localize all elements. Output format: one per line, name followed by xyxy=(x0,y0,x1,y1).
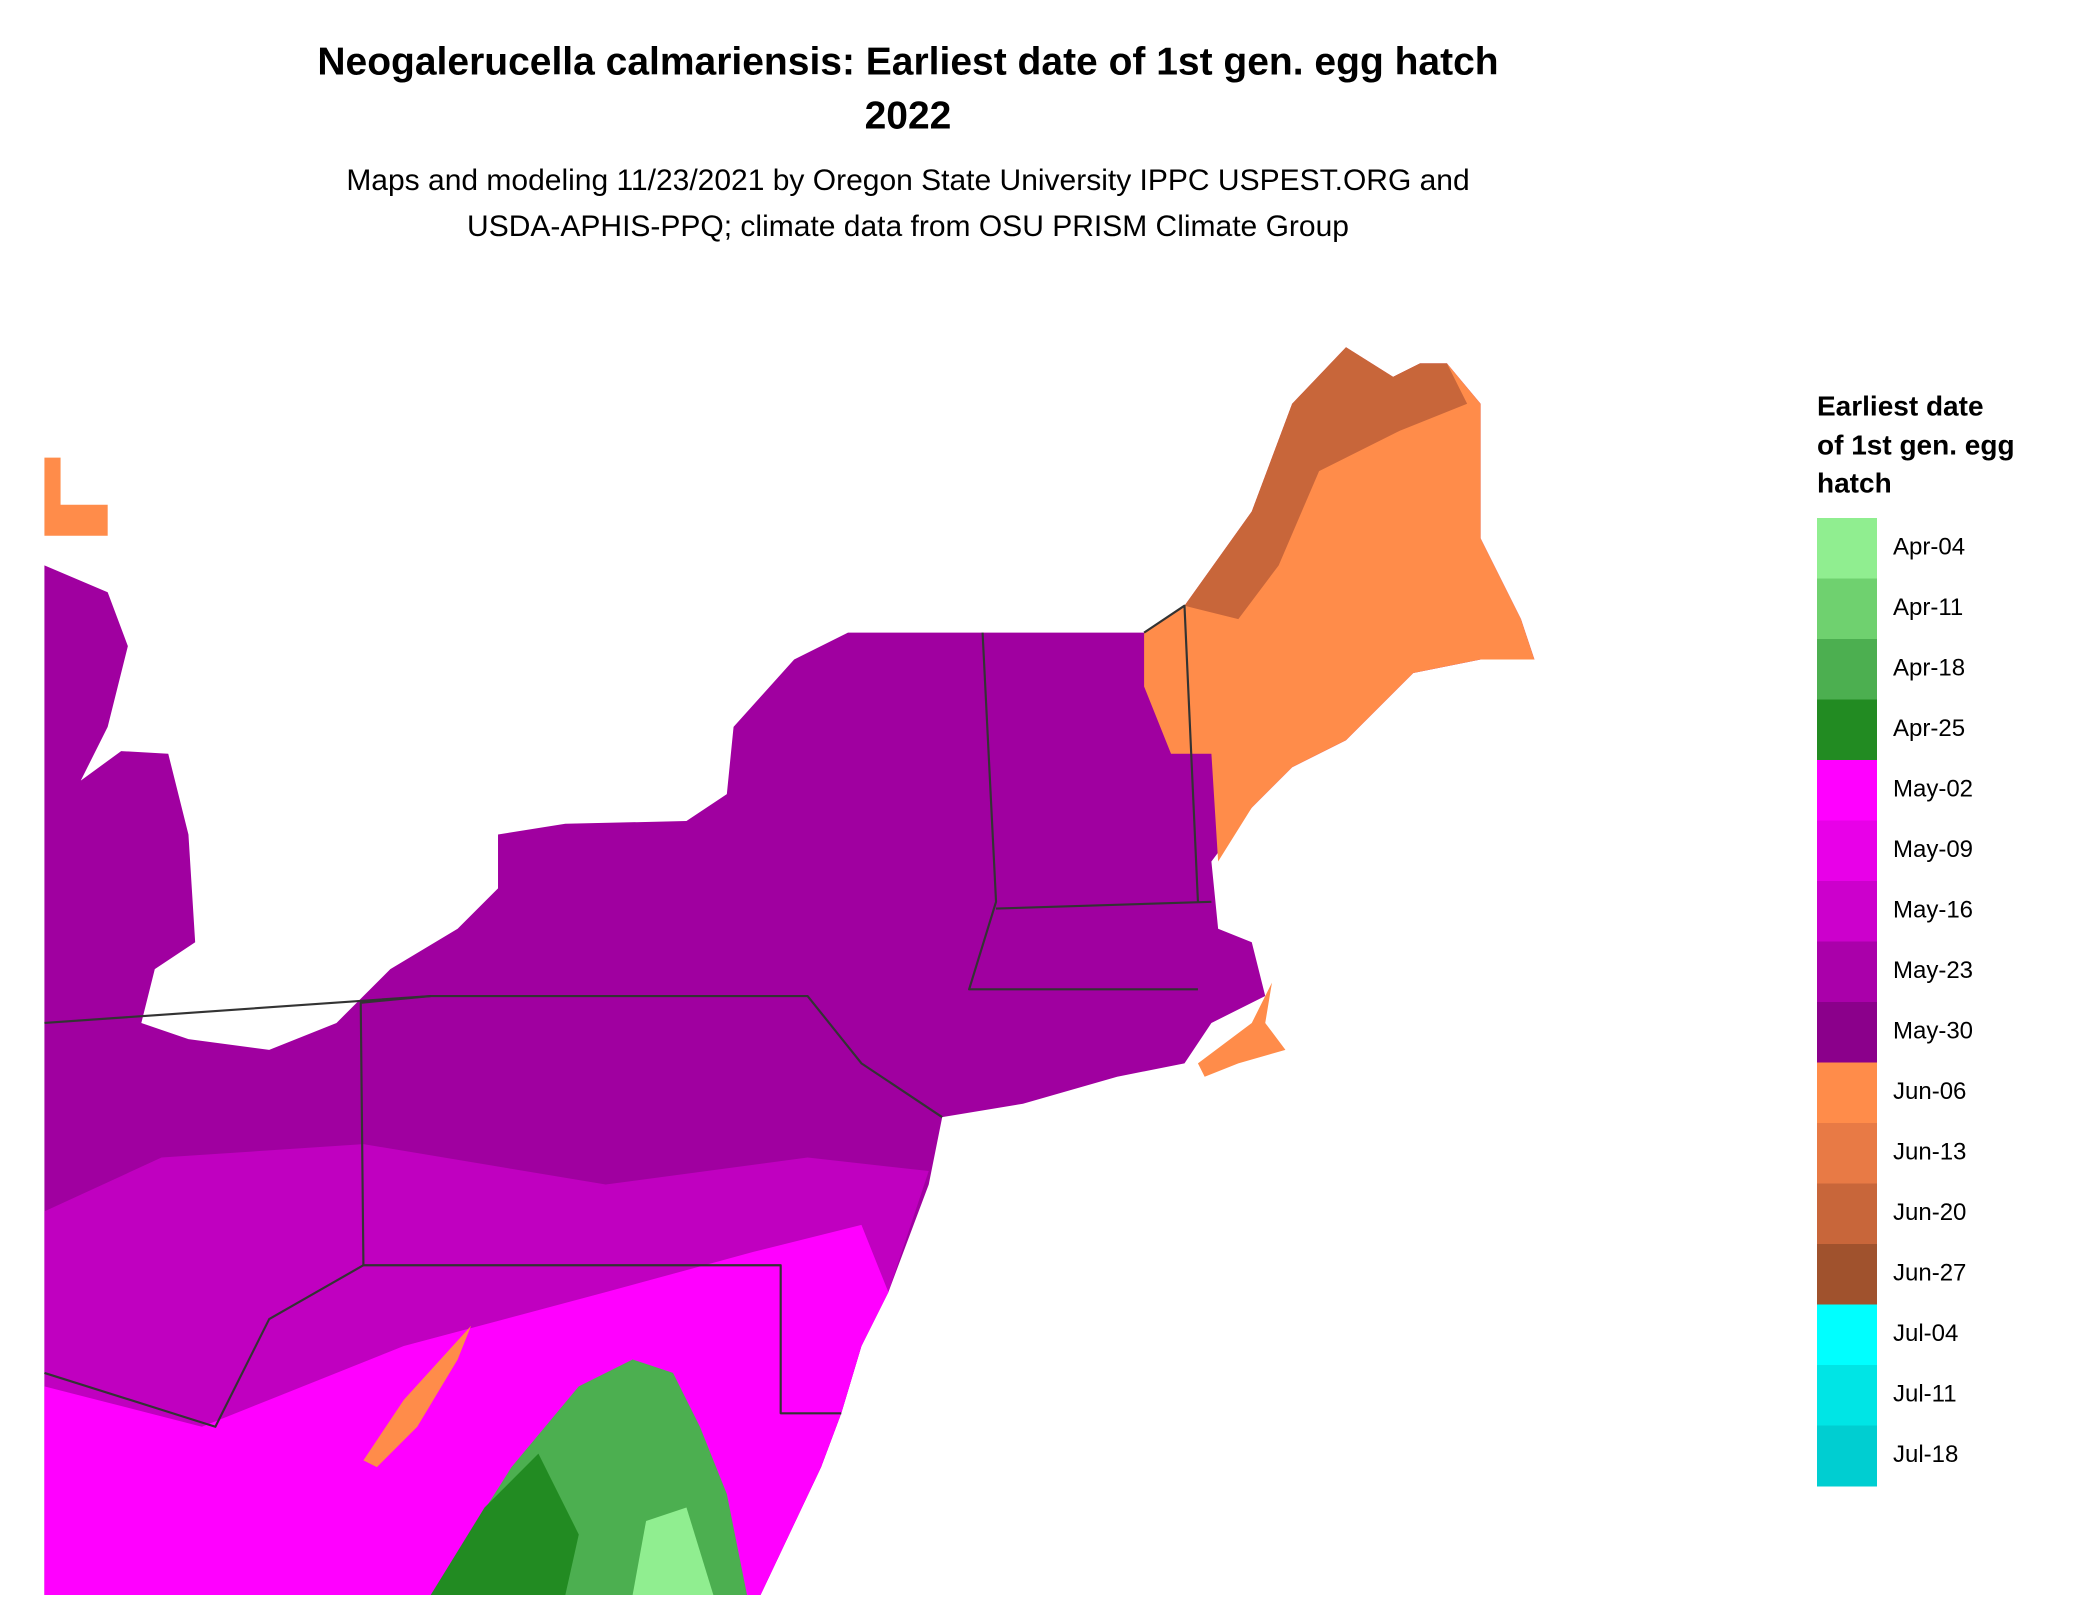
legend-swatch xyxy=(1817,881,1877,942)
legend-label: Jun-13 xyxy=(1893,1139,1966,1166)
legend-swatch xyxy=(1817,699,1877,761)
legend-swatch xyxy=(1817,518,1877,579)
legend-label: Apr-04 xyxy=(1893,534,1965,561)
legend-swatch xyxy=(1817,1002,1877,1063)
legend-label: May-09 xyxy=(1893,836,1973,863)
region-wv-ridge xyxy=(363,1325,472,1468)
legend-label: May-23 xyxy=(1893,957,1973,984)
map xyxy=(44,347,1535,1596)
legend-label: Jun-20 xyxy=(1893,1199,1966,1226)
legend-label: Jun-27 xyxy=(1893,1260,1966,1287)
legend-label: May-16 xyxy=(1893,897,1973,924)
state-border xyxy=(359,994,842,1415)
legend-label: Jul-11 xyxy=(1893,1381,1957,1408)
legend-swatch xyxy=(1817,820,1877,882)
title-line: Neogalerucella calmariensis: Earliest da… xyxy=(317,40,1498,83)
title-line: 2022 xyxy=(865,94,952,137)
legend-swatch xyxy=(1817,941,1877,1003)
legend-title-line: of 1st gen. egg xyxy=(1817,429,2015,460)
legend-title-line: Earliest date xyxy=(1817,390,1984,421)
legend-swatch xyxy=(1817,639,1877,700)
region-jun20 xyxy=(1184,347,1468,620)
state-border xyxy=(44,1264,364,1428)
legend-label: Jul-18 xyxy=(1893,1441,1958,1468)
legend-swatch xyxy=(1817,1365,1877,1426)
legend-swatch xyxy=(1817,1304,1877,1366)
legend-label: Apr-25 xyxy=(1893,715,1965,742)
subtitle-line: USDA-APHIS-PPQ; climate data from OSU PR… xyxy=(467,210,1349,243)
state-border xyxy=(968,632,1198,991)
region-cape-cod xyxy=(1197,982,1286,1077)
legend-label: May-02 xyxy=(1893,776,1973,803)
legend-label: May-30 xyxy=(1893,1018,1973,1045)
legend-swatch xyxy=(1817,578,1877,640)
legend-swatch xyxy=(1817,1425,1877,1487)
legend-swatch xyxy=(1817,1183,1877,1245)
legend-swatch xyxy=(1817,1062,1877,1124)
region-jun06 xyxy=(1144,347,1535,862)
region-michigan-tip xyxy=(44,457,108,536)
legend-swatch xyxy=(1817,1244,1877,1305)
legend-swatch xyxy=(1817,760,1877,821)
state-border xyxy=(44,994,943,1119)
legend-title-line: hatch xyxy=(1817,467,1892,498)
subtitle-line: Maps and modeling 11/23/2021 by Oregon S… xyxy=(346,164,1469,197)
legend-label: Apr-18 xyxy=(1893,655,1965,682)
legend-label: Apr-11 xyxy=(1893,594,1963,621)
legend-swatch xyxy=(1817,1123,1877,1184)
legend-label: Jul-04 xyxy=(1893,1320,1958,1347)
legend-label: Jun-06 xyxy=(1893,1078,1966,1105)
region-apr25 xyxy=(430,1453,579,1596)
state-border xyxy=(1143,604,1200,902)
legend: Apr-04 Apr-11 Apr-18 Apr-25 May-02 May-09 May-… xyxy=(1817,518,1973,1487)
state-border xyxy=(996,900,1212,910)
